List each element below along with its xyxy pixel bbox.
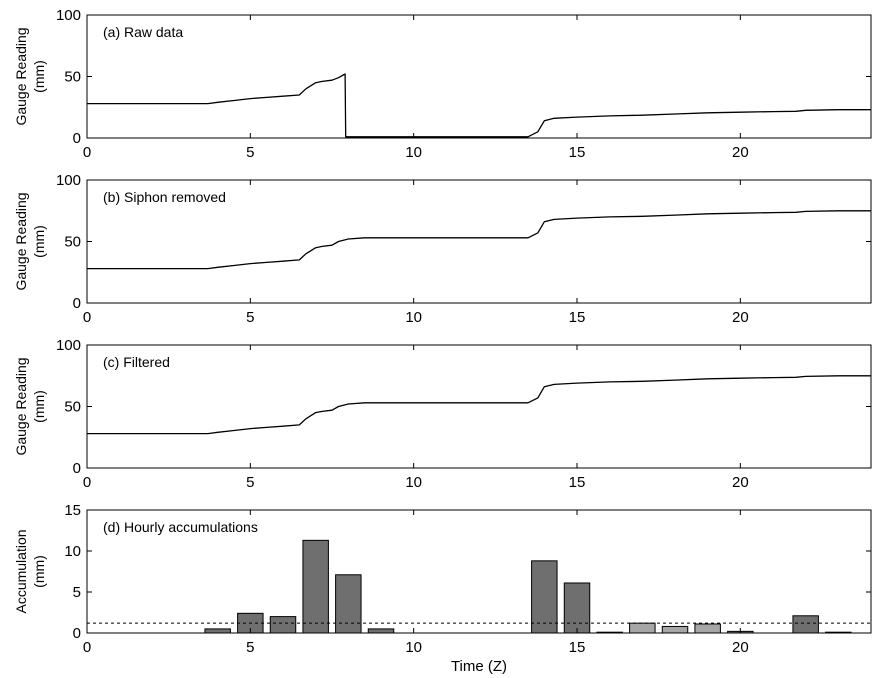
x-tick-label: 15: [569, 144, 586, 161]
x-tick-label: 0: [83, 144, 91, 161]
x-tick-label: 5: [246, 144, 254, 161]
y-tick-label: 0: [73, 295, 81, 312]
x-tick-label: 15: [569, 309, 586, 326]
y-tick-label: 10: [64, 543, 81, 560]
y-tick-label: 15: [64, 502, 81, 519]
panel-title: (c) Filtered: [103, 354, 170, 370]
x-tick-label: 20: [732, 639, 749, 656]
panel-title: (b) Siphon removed: [103, 189, 226, 205]
x-tick-label: 0: [83, 639, 91, 656]
bar: [302, 539, 329, 634]
bar: [269, 616, 297, 634]
y-tick-label: 100: [56, 172, 81, 189]
y-axis-label-unit: (mm): [31, 225, 47, 258]
panel-d: 0 5 10 15 20 0 5 10 15 (d) Hourly accumulations Ac…: [13, 502, 872, 675]
x-tick-label: 20: [732, 474, 749, 491]
panel-title: (a) Raw data: [103, 24, 183, 40]
x-tick-label: 10: [405, 474, 422, 491]
x-tick-label: 10: [405, 309, 422, 326]
axes-frame: [86, 509, 872, 634]
x-axis-label: Time (Z): [451, 658, 507, 675]
x-tick-label: 5: [246, 639, 254, 656]
bar: [367, 628, 395, 634]
x-tick-label: 0: [83, 309, 91, 326]
bar: [531, 560, 558, 634]
y-tick-label: 0: [73, 460, 81, 477]
x-tick-label: 20: [732, 309, 749, 326]
x-tick-label: 20: [732, 144, 749, 161]
x-tick-label: 5: [246, 309, 254, 326]
y-tick-label: 0: [73, 130, 81, 147]
bar: [204, 628, 231, 634]
y-axis-label: Gauge Reading: [13, 357, 29, 455]
x-tick-label: 0: [83, 474, 91, 491]
panel-b: 0 5 10 15 20 0 50 100 (b) Siphon removed Gauge Re…: [13, 172, 872, 326]
y-axis-label: Gauge Reading: [13, 27, 29, 125]
axes-frame: [86, 344, 872, 469]
y-tick-label: 50: [64, 69, 81, 86]
bar: [661, 625, 689, 634]
y-axis-label-unit: (mm): [31, 555, 47, 588]
bar: [563, 582, 591, 634]
x-tick-label: 15: [569, 474, 586, 491]
bar: [694, 623, 721, 634]
y-tick-label: 0: [73, 625, 81, 642]
y-tick-label: 100: [56, 7, 81, 24]
series-line: [87, 73, 871, 138]
y-axis-label-unit: (mm): [31, 390, 47, 423]
x-tick-label: 10: [405, 639, 422, 656]
bar: [629, 622, 656, 634]
y-axis-label-unit: (mm): [31, 60, 47, 93]
y-tick-label: 50: [64, 399, 81, 416]
axes-frame: [86, 14, 872, 139]
x-tick-label: 5: [246, 474, 254, 491]
series-line: [87, 210, 871, 270]
y-axis-label: Gauge Reading: [13, 192, 29, 290]
panel-a: 0 5 10 15 20 0 50 100 (a) Raw data Gauge Reading(…: [13, 7, 872, 161]
x-tick-label: 10: [405, 144, 422, 161]
bar: [792, 615, 819, 634]
y-tick-label: 50: [64, 234, 81, 251]
y-axis-label: Accumulation: [13, 529, 29, 613]
y-tick-label: 5: [73, 584, 81, 601]
panel-c: 0 5 10 15 20 0 50 100 (c) Filtered Gauge Reading(…: [13, 337, 872, 491]
y-tick-label: 100: [56, 337, 81, 354]
panel-title: (d) Hourly accumulations: [103, 519, 258, 535]
bar: [335, 574, 362, 634]
x-tick-label: 15: [569, 639, 586, 656]
series-line: [87, 375, 871, 435]
